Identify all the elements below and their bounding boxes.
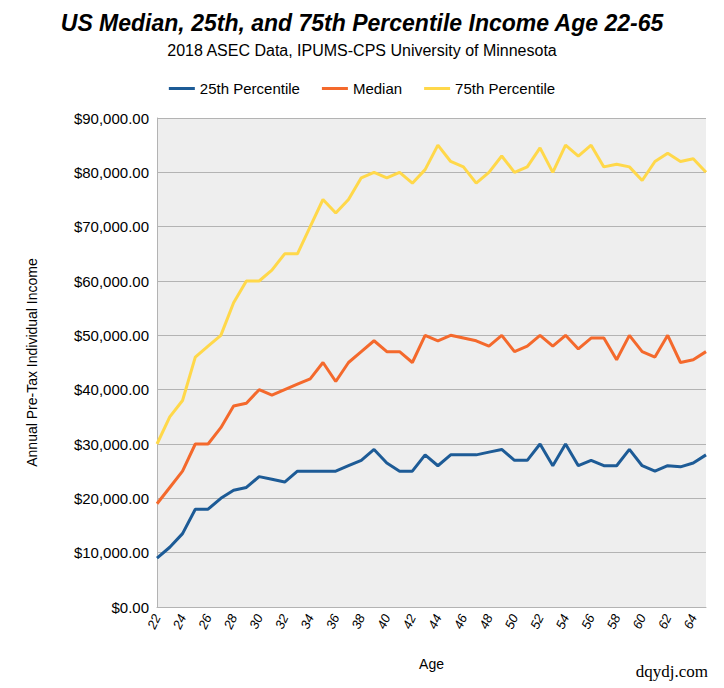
svg-text:$60,000.00: $60,000.00 [74,273,149,290]
svg-text:US Median, 25th, and 75th Perc: US Median, 25th, and 75th Percentile Inc… [61,10,665,36]
svg-text:56: 56 [578,611,598,631]
svg-text:36: 36 [323,611,343,631]
svg-text:$30,000.00: $30,000.00 [74,436,149,453]
svg-text:44: 44 [425,612,445,631]
svg-text:46: 46 [451,611,471,631]
svg-text:64: 64 [680,612,700,631]
svg-text:58: 58 [604,611,624,631]
svg-text:75th Percentile: 75th Percentile [455,80,555,97]
svg-text:32: 32 [272,611,292,631]
svg-text:28: 28 [220,611,240,632]
svg-text:$90,000.00: $90,000.00 [74,110,149,127]
svg-text:38: 38 [348,611,368,631]
svg-text:dqydj.com: dqydj.com [636,662,708,681]
svg-text:40: 40 [374,611,394,631]
svg-text:25th Percentile: 25th Percentile [200,80,300,97]
svg-text:$10,000.00: $10,000.00 [74,544,149,561]
svg-text:Median: Median [353,80,402,97]
svg-text:52: 52 [527,611,547,631]
svg-text:$50,000.00: $50,000.00 [74,327,149,344]
svg-text:2018 ASEC Data, IPUMS-CPS Univ: 2018 ASEC Data, IPUMS-CPS University of … [167,42,557,59]
svg-text:54: 54 [553,612,573,631]
svg-text:$40,000.00: $40,000.00 [74,381,149,398]
svg-text:60: 60 [629,611,649,631]
svg-text:26: 26 [195,611,215,632]
svg-text:22: 22 [144,611,164,632]
svg-text:$80,000.00: $80,000.00 [74,164,149,181]
svg-text:24: 24 [169,612,189,632]
svg-text:50: 50 [502,611,522,631]
svg-text:62: 62 [655,611,675,631]
svg-text:$70,000.00: $70,000.00 [74,218,149,235]
svg-text:Age: Age [419,656,444,672]
svg-text:30: 30 [246,611,266,631]
svg-text:$20,000.00: $20,000.00 [74,490,149,507]
svg-text:$0.00: $0.00 [111,599,149,616]
svg-text:34: 34 [297,612,317,631]
svg-text:Annual Pre-Tax Individual Inco: Annual Pre-Tax Individual Income [24,258,40,467]
svg-text:48: 48 [476,611,496,631]
svg-text:42: 42 [399,611,419,631]
